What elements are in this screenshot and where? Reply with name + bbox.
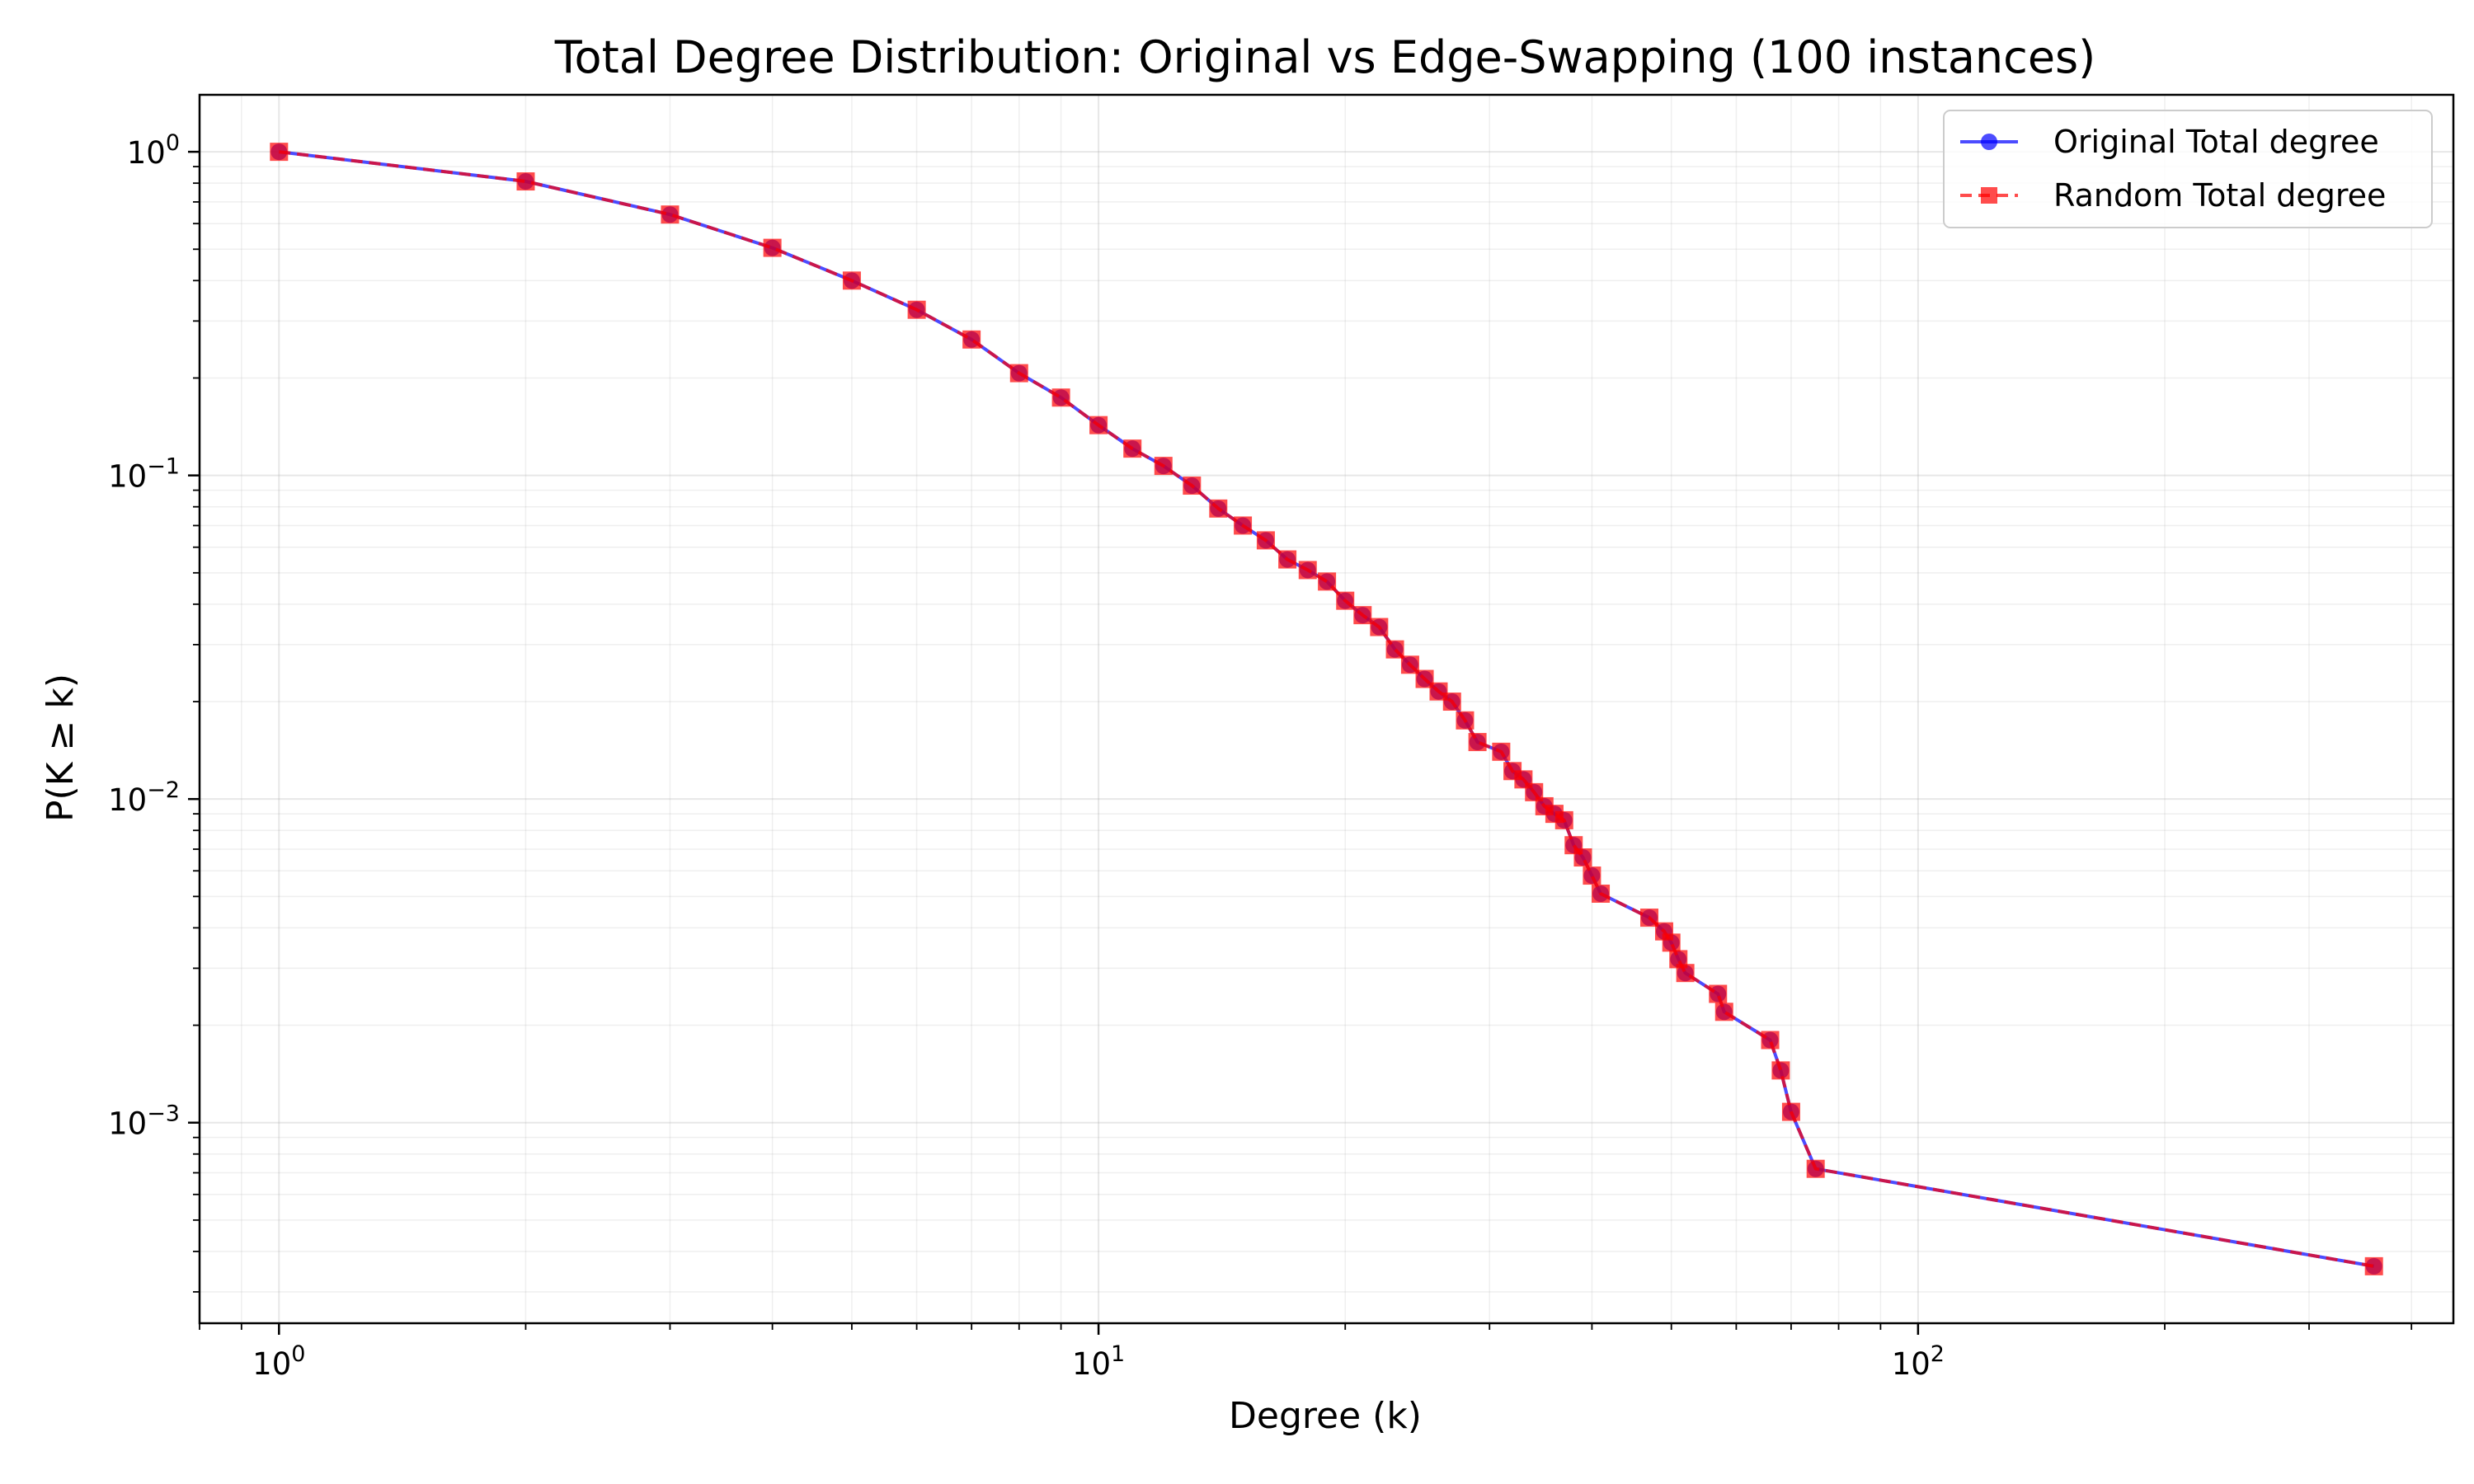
data-point-random [2364,1256,2383,1275]
legend-label-random: Random Total degree [2053,177,2386,214]
y-axis-label: P(K ≥ k) [40,674,82,822]
data-point-random [1234,516,1253,535]
series-random [270,143,2383,1275]
y-tick-label: 10−3 [108,1101,180,1142]
data-point-random [661,205,680,224]
legend-marker-square [1981,187,1997,204]
data-point-random [1318,572,1337,591]
data-point-random [1385,640,1404,659]
x-axis-label: Degree (k) [1229,1395,1422,1437]
legend-marker-circle [1981,134,1997,150]
data-point-random [1554,810,1573,829]
data-point-random [1456,711,1475,730]
data-point-random [1781,1102,1800,1121]
ticks [188,150,2413,1335]
data-point-random [1525,782,1544,801]
data-point-random [1592,884,1611,903]
data-point-random [1123,439,1142,458]
data-point-random [1336,591,1355,610]
data-point-random [1009,364,1028,383]
data-point-random [1676,964,1695,983]
data-point-random [1761,1031,1780,1050]
series-layer [270,143,2383,1275]
data-point-random [763,238,782,257]
data-point-random [1771,1061,1790,1080]
data-point-random [1662,933,1681,952]
x-tick-label: 102 [1892,1341,1945,1382]
legend-label-original: Original Total degree [2053,124,2379,160]
x-tick-label: 100 [252,1341,305,1382]
data-point-random [1639,909,1658,928]
data-point-random [516,172,535,191]
y-tick-label: 10−2 [108,777,180,818]
data-point-random [1709,984,1728,1003]
grid [199,95,2453,1323]
data-point-random [1154,457,1173,476]
data-point-random [1209,499,1228,518]
y-tick-label: 10−1 [108,454,180,495]
legend: Original Total degree Random Total degre… [1943,110,2433,228]
data-point-random [1468,733,1487,752]
data-point-random [1573,848,1592,867]
data-point-random [1183,477,1202,495]
data-point-random [1256,531,1275,550]
data-point-random [1353,606,1372,625]
data-point-random [962,330,981,349]
data-point-random [1400,655,1419,674]
plot-frame [198,93,2455,1325]
chart-title: Total Degree Distribution: Original vs E… [554,31,2096,83]
legend-box [1943,110,2433,228]
data-point-random [1806,1159,1825,1178]
data-point-random [1492,742,1511,761]
data-point-random [1089,416,1108,434]
x-tick-label: 101 [1072,1341,1125,1382]
data-point-random [1714,1003,1733,1021]
data-point-random [1298,561,1317,580]
data-point-random [1278,550,1297,569]
y-tick-label: 100 [127,130,180,171]
data-point-random [1415,669,1434,688]
tick-labels: 100 101 102 100 10−1 10−2 10−3 [108,130,1945,1382]
data-point-random [842,271,861,290]
data-point-random [1442,693,1461,711]
data-point-random [1370,618,1389,636]
data-point-random [1669,950,1688,969]
data-point-random [1051,388,1070,407]
data-point-random [1583,866,1602,885]
data-point-random [907,300,926,319]
data-point-random [270,143,289,162]
